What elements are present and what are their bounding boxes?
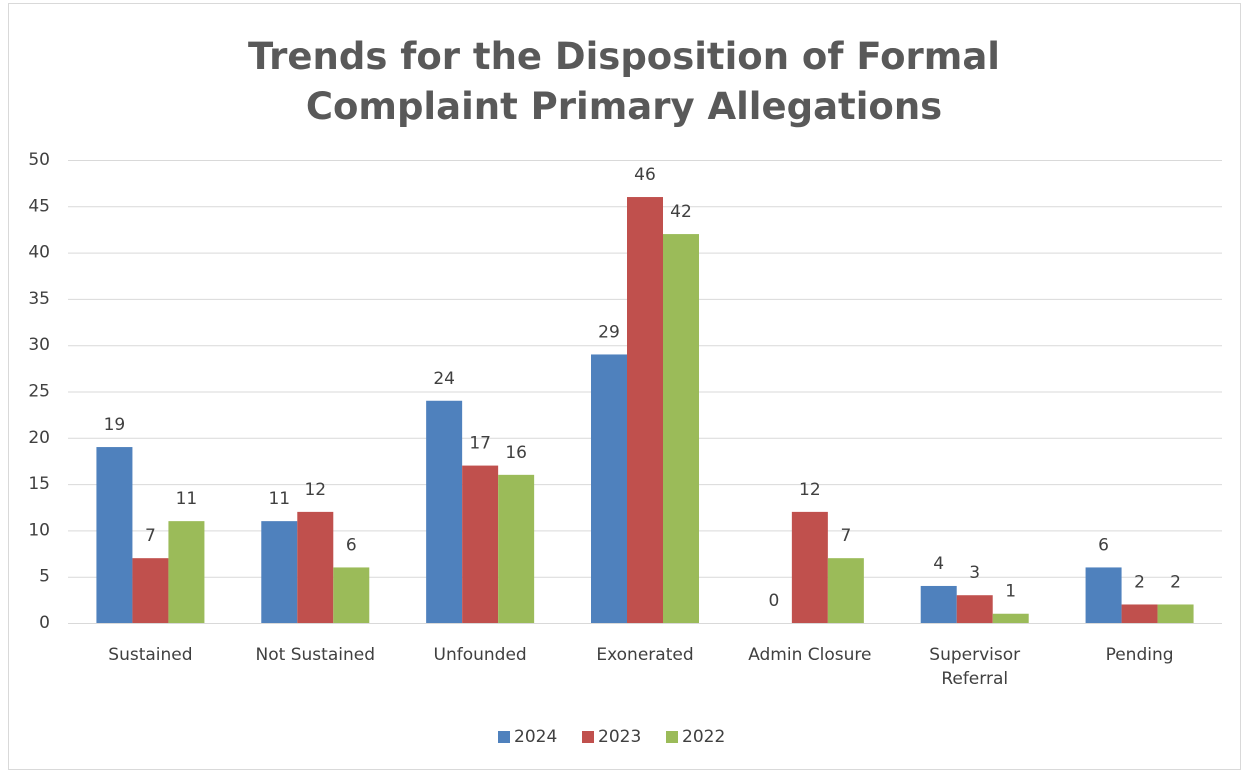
- data-label: 17: [469, 434, 491, 454]
- y-tick-label: 50: [28, 150, 50, 170]
- x-tick-label: Exonerated: [596, 645, 694, 665]
- x-tick-label: Not Sustained: [255, 645, 375, 665]
- data-label: 0: [768, 591, 779, 611]
- bar: [956, 595, 993, 623]
- bar: [297, 511, 334, 623]
- chart-title: Trends for the Disposition of Formal Com…: [248, 35, 1000, 128]
- y-tick-label: 15: [28, 474, 50, 494]
- data-label: 12: [304, 480, 326, 500]
- data-label: 6: [346, 535, 357, 555]
- bar: [591, 354, 627, 623]
- x-tick-label: Sustained: [108, 645, 193, 665]
- bar: [426, 400, 463, 623]
- x-tick-label: Supervisor Referral: [929, 645, 1021, 689]
- y-tick-label: 25: [28, 382, 50, 402]
- x-tick-label: Pending: [1105, 645, 1174, 665]
- y-tick-label: 35: [28, 289, 50, 309]
- data-label: 1: [1005, 582, 1016, 602]
- bar: [663, 234, 699, 623]
- bar: [920, 585, 957, 623]
- bar: [1157, 604, 1194, 623]
- data-label: 2: [1170, 572, 1181, 592]
- data-label: 46: [634, 165, 656, 185]
- y-tick-label: 40: [28, 243, 50, 263]
- y-tick-label: 0: [39, 613, 50, 633]
- data-label: 11: [268, 489, 290, 509]
- bar: [827, 558, 864, 623]
- data-label: 19: [104, 415, 126, 435]
- x-tick-label: Admin Closure: [748, 645, 872, 665]
- bar: [462, 465, 499, 623]
- y-tick-label: 45: [28, 196, 50, 216]
- legend-swatch: [582, 731, 594, 743]
- bar: [132, 558, 169, 623]
- data-label: 29: [598, 322, 620, 342]
- y-tick-label: 10: [28, 520, 50, 540]
- data-label: 24: [433, 369, 455, 389]
- x-tick-label: Unfounded: [433, 645, 527, 665]
- legend-label: 2023: [598, 727, 641, 747]
- y-tick-label: 30: [28, 335, 50, 355]
- bar: [791, 511, 828, 623]
- bar: [498, 474, 535, 623]
- y-tick-label: 5: [39, 567, 50, 587]
- y-tick-label: 20: [28, 428, 50, 448]
- legend-label: 2022: [682, 727, 725, 747]
- bar: [992, 613, 1029, 623]
- data-label: 6: [1098, 535, 1109, 555]
- data-label: 3: [969, 563, 980, 583]
- data-label: 7: [145, 526, 156, 546]
- legend-swatch: [498, 731, 510, 743]
- bar: [333, 567, 370, 623]
- data-label: 11: [176, 489, 198, 509]
- data-label: 12: [799, 480, 821, 500]
- legend-swatch: [666, 731, 678, 743]
- bar: [96, 447, 133, 623]
- legend-label: 2024: [514, 727, 557, 747]
- bar: [168, 521, 205, 623]
- data-label: 7: [840, 526, 851, 546]
- data-label: 4: [933, 554, 944, 574]
- data-label: 2: [1134, 572, 1145, 592]
- bar: [627, 197, 663, 624]
- bar: [1121, 604, 1158, 623]
- bar: [261, 521, 298, 623]
- data-label: 16: [505, 443, 527, 463]
- data-label: 42: [670, 202, 692, 222]
- bar: [1085, 567, 1122, 623]
